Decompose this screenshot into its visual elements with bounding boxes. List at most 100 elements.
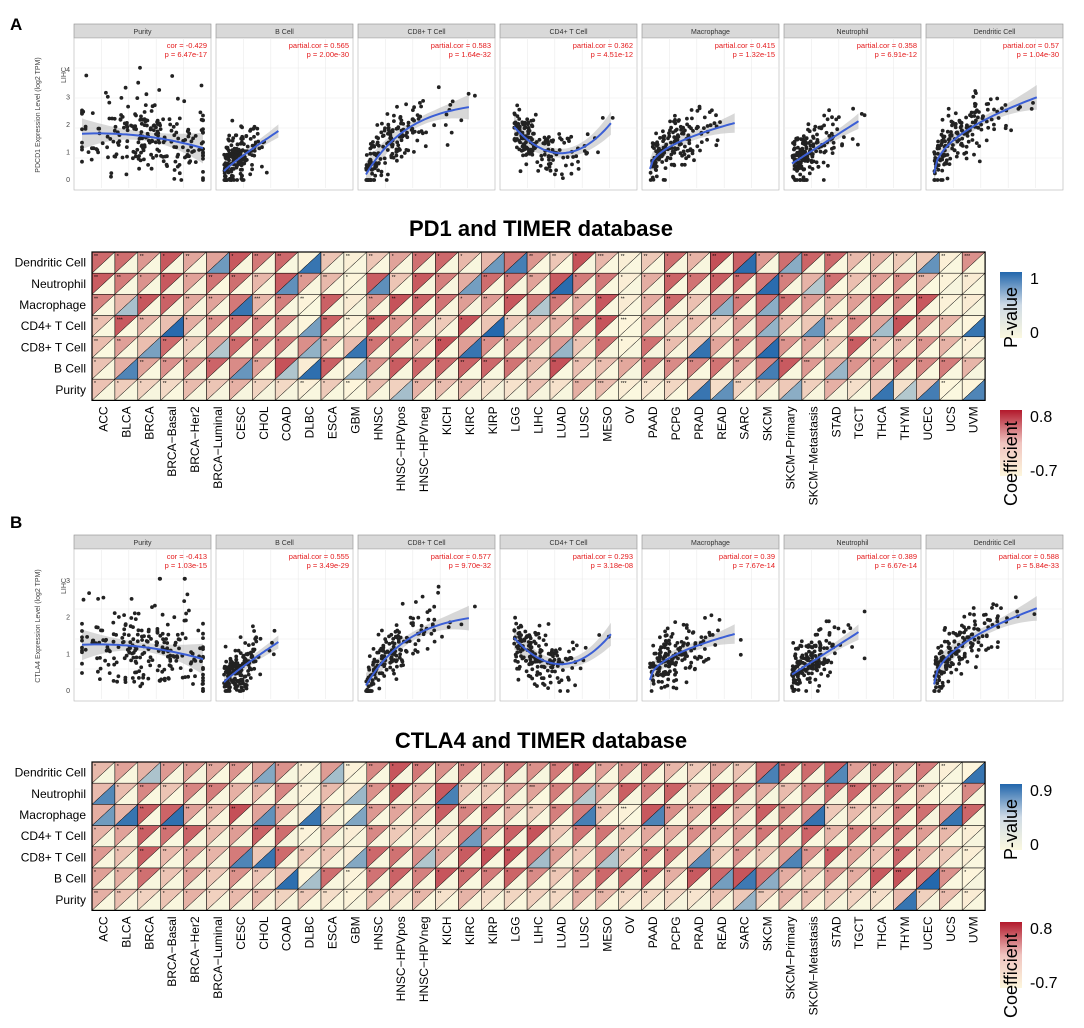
- significance-mark: **: [438, 891, 442, 897]
- significance-mark: *: [460, 254, 462, 260]
- data-point: [941, 683, 945, 688]
- data-point: [811, 134, 815, 139]
- significance-mark: *: [644, 296, 646, 302]
- data-point: [201, 151, 205, 156]
- heatmap-col-label: BRCA−Her2: [188, 916, 202, 983]
- data-point: [557, 148, 562, 152]
- significance-mark: *: [804, 381, 806, 387]
- confidence-band: [366, 605, 469, 691]
- significance-mark: **: [254, 275, 258, 281]
- data-point: [250, 167, 255, 172]
- data-point: [391, 644, 396, 649]
- data-point: [466, 91, 471, 96]
- data-point: [832, 625, 837, 630]
- data-point: [969, 632, 974, 637]
- heatmap-col-label: LUSC: [577, 406, 591, 438]
- significance-mark: *: [231, 381, 233, 387]
- heatmap-title: CTLA4 and TIMER database: [395, 728, 687, 753]
- data-point: [585, 151, 589, 155]
- significance-mark: **: [163, 849, 167, 855]
- data-point: [811, 666, 815, 671]
- heatmap-col-label: UCS: [944, 406, 958, 431]
- data-point: [122, 627, 127, 632]
- data-point: [109, 171, 114, 176]
- significance-mark: **: [94, 254, 98, 260]
- data-point: [571, 647, 576, 651]
- data-point: [953, 125, 958, 130]
- data-point: [524, 140, 528, 145]
- data-point: [813, 643, 818, 648]
- significance-mark: **: [552, 806, 556, 812]
- data-point: [183, 636, 188, 641]
- pvalue-legend-title: P-value: [1001, 287, 1021, 348]
- data-point: [368, 151, 373, 156]
- data-point: [813, 677, 818, 682]
- data-point: [827, 619, 831, 624]
- significance-mark: *: [850, 360, 852, 366]
- data-point: [659, 686, 664, 690]
- data-point: [386, 128, 391, 132]
- data-point: [673, 672, 677, 677]
- data-point: [191, 682, 195, 686]
- data-point: [233, 133, 238, 138]
- y-tick-label: 0: [66, 177, 70, 184]
- significance-mark: **: [735, 849, 739, 855]
- significance-mark: *: [117, 828, 119, 834]
- data-point: [393, 629, 398, 634]
- heatmap-row-label: Macrophage: [19, 298, 86, 312]
- data-point: [188, 159, 193, 164]
- data-point: [973, 101, 977, 106]
- significance-mark: ***: [918, 275, 924, 281]
- data-point: [129, 123, 133, 128]
- data-point: [129, 616, 134, 620]
- data-point: [940, 168, 945, 173]
- significance-mark: *: [323, 828, 325, 834]
- heatmap-col-label: HNSC−HPVpos: [394, 916, 408, 1001]
- data-point: [982, 613, 986, 617]
- panel-letter: A: [10, 15, 22, 34]
- data-point: [718, 120, 722, 124]
- significance-mark: **: [460, 764, 464, 770]
- significance-mark: *: [552, 849, 554, 855]
- significance-mark: *: [735, 785, 737, 791]
- heatmap-col-label: HNSC−HPVneg: [417, 406, 431, 492]
- data-point: [684, 623, 689, 628]
- data-point: [148, 126, 153, 130]
- data-point: [103, 658, 107, 663]
- data-point: [182, 99, 187, 104]
- data-point: [801, 140, 805, 144]
- significance-mark: *: [575, 275, 577, 281]
- significance-mark: **: [598, 296, 602, 302]
- facet-title: Neutrophil: [837, 540, 869, 547]
- significance-mark: *: [460, 849, 462, 855]
- significance-mark: *: [346, 828, 348, 834]
- data-point: [193, 160, 198, 165]
- data-point: [199, 659, 203, 664]
- significance-mark: *: [392, 254, 394, 260]
- data-point: [168, 653, 173, 658]
- data-point: [406, 148, 411, 153]
- data-point: [258, 636, 263, 641]
- data-point: [545, 167, 549, 171]
- significance-mark: **: [941, 381, 945, 387]
- data-point: [937, 146, 941, 151]
- data-point: [684, 626, 689, 630]
- significance-mark: **: [575, 870, 579, 876]
- data-point: [1000, 106, 1004, 111]
- data-point: [957, 661, 961, 666]
- data-point: [596, 150, 600, 155]
- data-point: [449, 130, 454, 135]
- heatmap-col-label: LUAD: [554, 406, 568, 438]
- significance-mark: *: [323, 360, 325, 366]
- data-point: [377, 671, 382, 676]
- significance-mark: *: [873, 254, 875, 260]
- significance-mark: **: [598, 764, 602, 770]
- significance-mark: *: [277, 806, 279, 812]
- heatmap-col-label: GBM: [348, 916, 362, 943]
- data-point: [105, 145, 109, 150]
- data-point: [250, 143, 255, 148]
